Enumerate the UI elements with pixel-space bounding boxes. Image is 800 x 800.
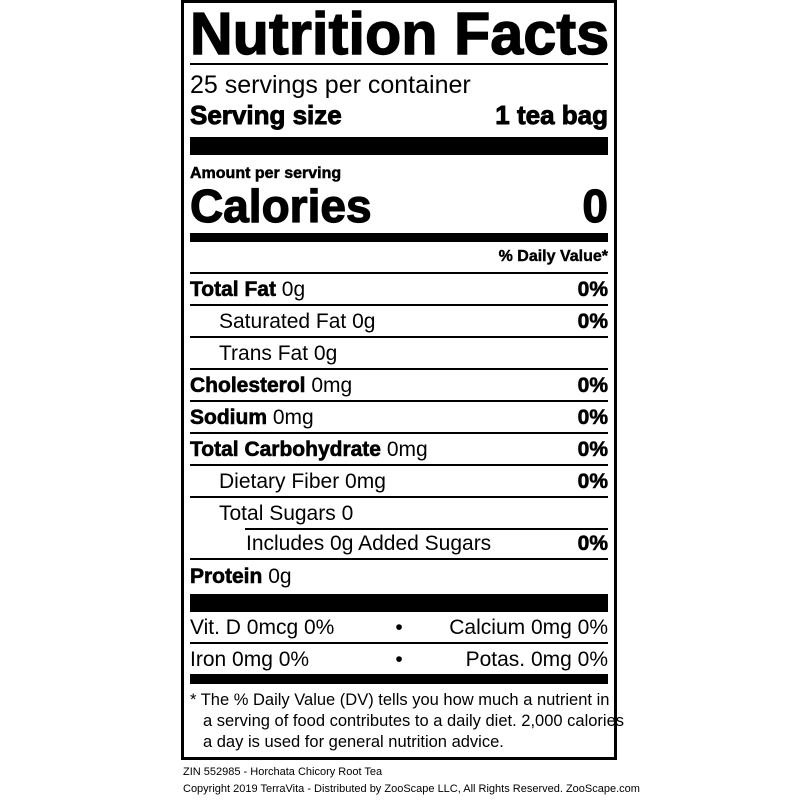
nutrient-name: Dietary Fiber 0mg — [219, 470, 386, 493]
nutrient-dv: 0% — [577, 532, 608, 556]
nutrient-row-total-carbohydrate: Total Carbohydrate 0mg 0% — [190, 434, 608, 466]
nutrient-name: Sodium — [190, 406, 268, 430]
calcium: Calcium 0mg 0% — [449, 616, 608, 639]
nutrient-dv: 0% — [577, 470, 608, 494]
nutrient-name: Includes 0g Added Sugars — [246, 532, 492, 555]
nutrient-dv: 0% — [577, 310, 608, 334]
footnote-line: * The % Daily Value (DV) tells you how m… — [190, 691, 610, 709]
nutrient-amount: 0mg — [311, 374, 353, 397]
calories-row: Calories 0 — [189, 180, 609, 232]
nutrient-amount: 0g — [281, 278, 306, 301]
nutrient-row-trans-fat: Trans Fat 0g — [190, 338, 608, 370]
nutrient-name: Protein — [190, 565, 263, 589]
vitamin-d: Vit. D 0mcg 0% — [190, 616, 335, 639]
amount-per-serving: Amount per serving — [190, 165, 342, 183]
nutrient-amount: 0mg — [386, 438, 428, 461]
serving-size-label: Serving size — [190, 100, 343, 131]
nutrient-dv: 0% — [577, 278, 608, 302]
nutrient-row-dietary-fiber: Dietary Fiber 0mg 0% — [190, 466, 608, 498]
copyright: Copyright 2019 TerraVita - Distributed b… — [183, 783, 640, 795]
nutrient-name: Trans Fat 0g — [219, 342, 338, 365]
nutrient-name: Total Fat — [190, 278, 277, 302]
nutrient-dv: 0% — [577, 374, 608, 398]
nutrition-facts-label: Nutrition Facts 25 servings per containe… — [181, 0, 624, 760]
nutrient-dv: 0% — [577, 438, 608, 462]
label-title: Nutrition Facts — [189, 1, 610, 67]
nutrient-name: Total Sugars 0 — [219, 502, 354, 525]
iron: Iron 0mg 0% — [190, 648, 310, 671]
footnote-line: a serving of food contributes to a daily… — [203, 712, 624, 730]
servings-per-container: 25 servings per container — [190, 71, 471, 99]
calories-value: 0 — [582, 180, 609, 232]
product-id: ZIN 552985 - Horchata Chicory Root Tea — [183, 766, 383, 778]
medium-divider — [190, 674, 608, 684]
daily-value-header: % Daily Value* — [190, 242, 608, 274]
thick-divider — [190, 137, 608, 155]
serving-size-row: Serving size 1 tea bag — [190, 100, 609, 131]
bullet-separator: • — [395, 616, 403, 639]
nutrient-row-total-sugars: Total Sugars 0 — [190, 498, 608, 530]
divider — [190, 63, 608, 65]
credits: ZIN 552985 - Horchata Chicory Root Tea C… — [183, 764, 640, 798]
nutrient-row-total-fat: Total Fat 0g 0% — [190, 274, 608, 306]
nutrient-amount: 0g — [268, 565, 292, 588]
nutrient-name: Total Carbohydrate — [190, 438, 382, 462]
serving-size-value: 1 tea bag — [495, 100, 609, 131]
nutrient-name: Cholesterol — [190, 374, 306, 398]
nutrient-row-protein: Protein 0g — [190, 560, 608, 594]
nutrient-row-saturated-fat: Saturated Fat 0g 0% — [190, 306, 608, 338]
thick-divider — [190, 594, 608, 612]
nutrient-dv: 0% — [577, 406, 608, 430]
bullet-separator: • — [395, 648, 403, 671]
nutrient-row-cholesterol: Cholesterol 0mg 0% — [190, 370, 608, 402]
nutrient-amount: 0mg — [272, 406, 314, 429]
nutrient-row-added-sugars: Includes 0g Added Sugars 0% — [190, 528, 608, 560]
calories-label: Calories — [189, 180, 372, 232]
daily-value-footnote: * The % Daily Value (DV) tells you how m… — [190, 690, 624, 753]
potassium: Potas. 0mg 0% — [465, 648, 608, 671]
nutrient-row-sodium: Sodium 0mg 0% — [190, 402, 608, 434]
medium-divider — [190, 233, 608, 242]
vitamin-row: Iron 0mg 0% • Potas. 0mg 0% — [190, 644, 608, 674]
vitamin-row: Vit. D 0mcg 0% • Calcium 0mg 0% — [190, 612, 608, 644]
footnote-line: a day is used for general nutrition advi… — [203, 733, 504, 751]
nutrient-name: Saturated Fat 0g — [219, 310, 376, 333]
